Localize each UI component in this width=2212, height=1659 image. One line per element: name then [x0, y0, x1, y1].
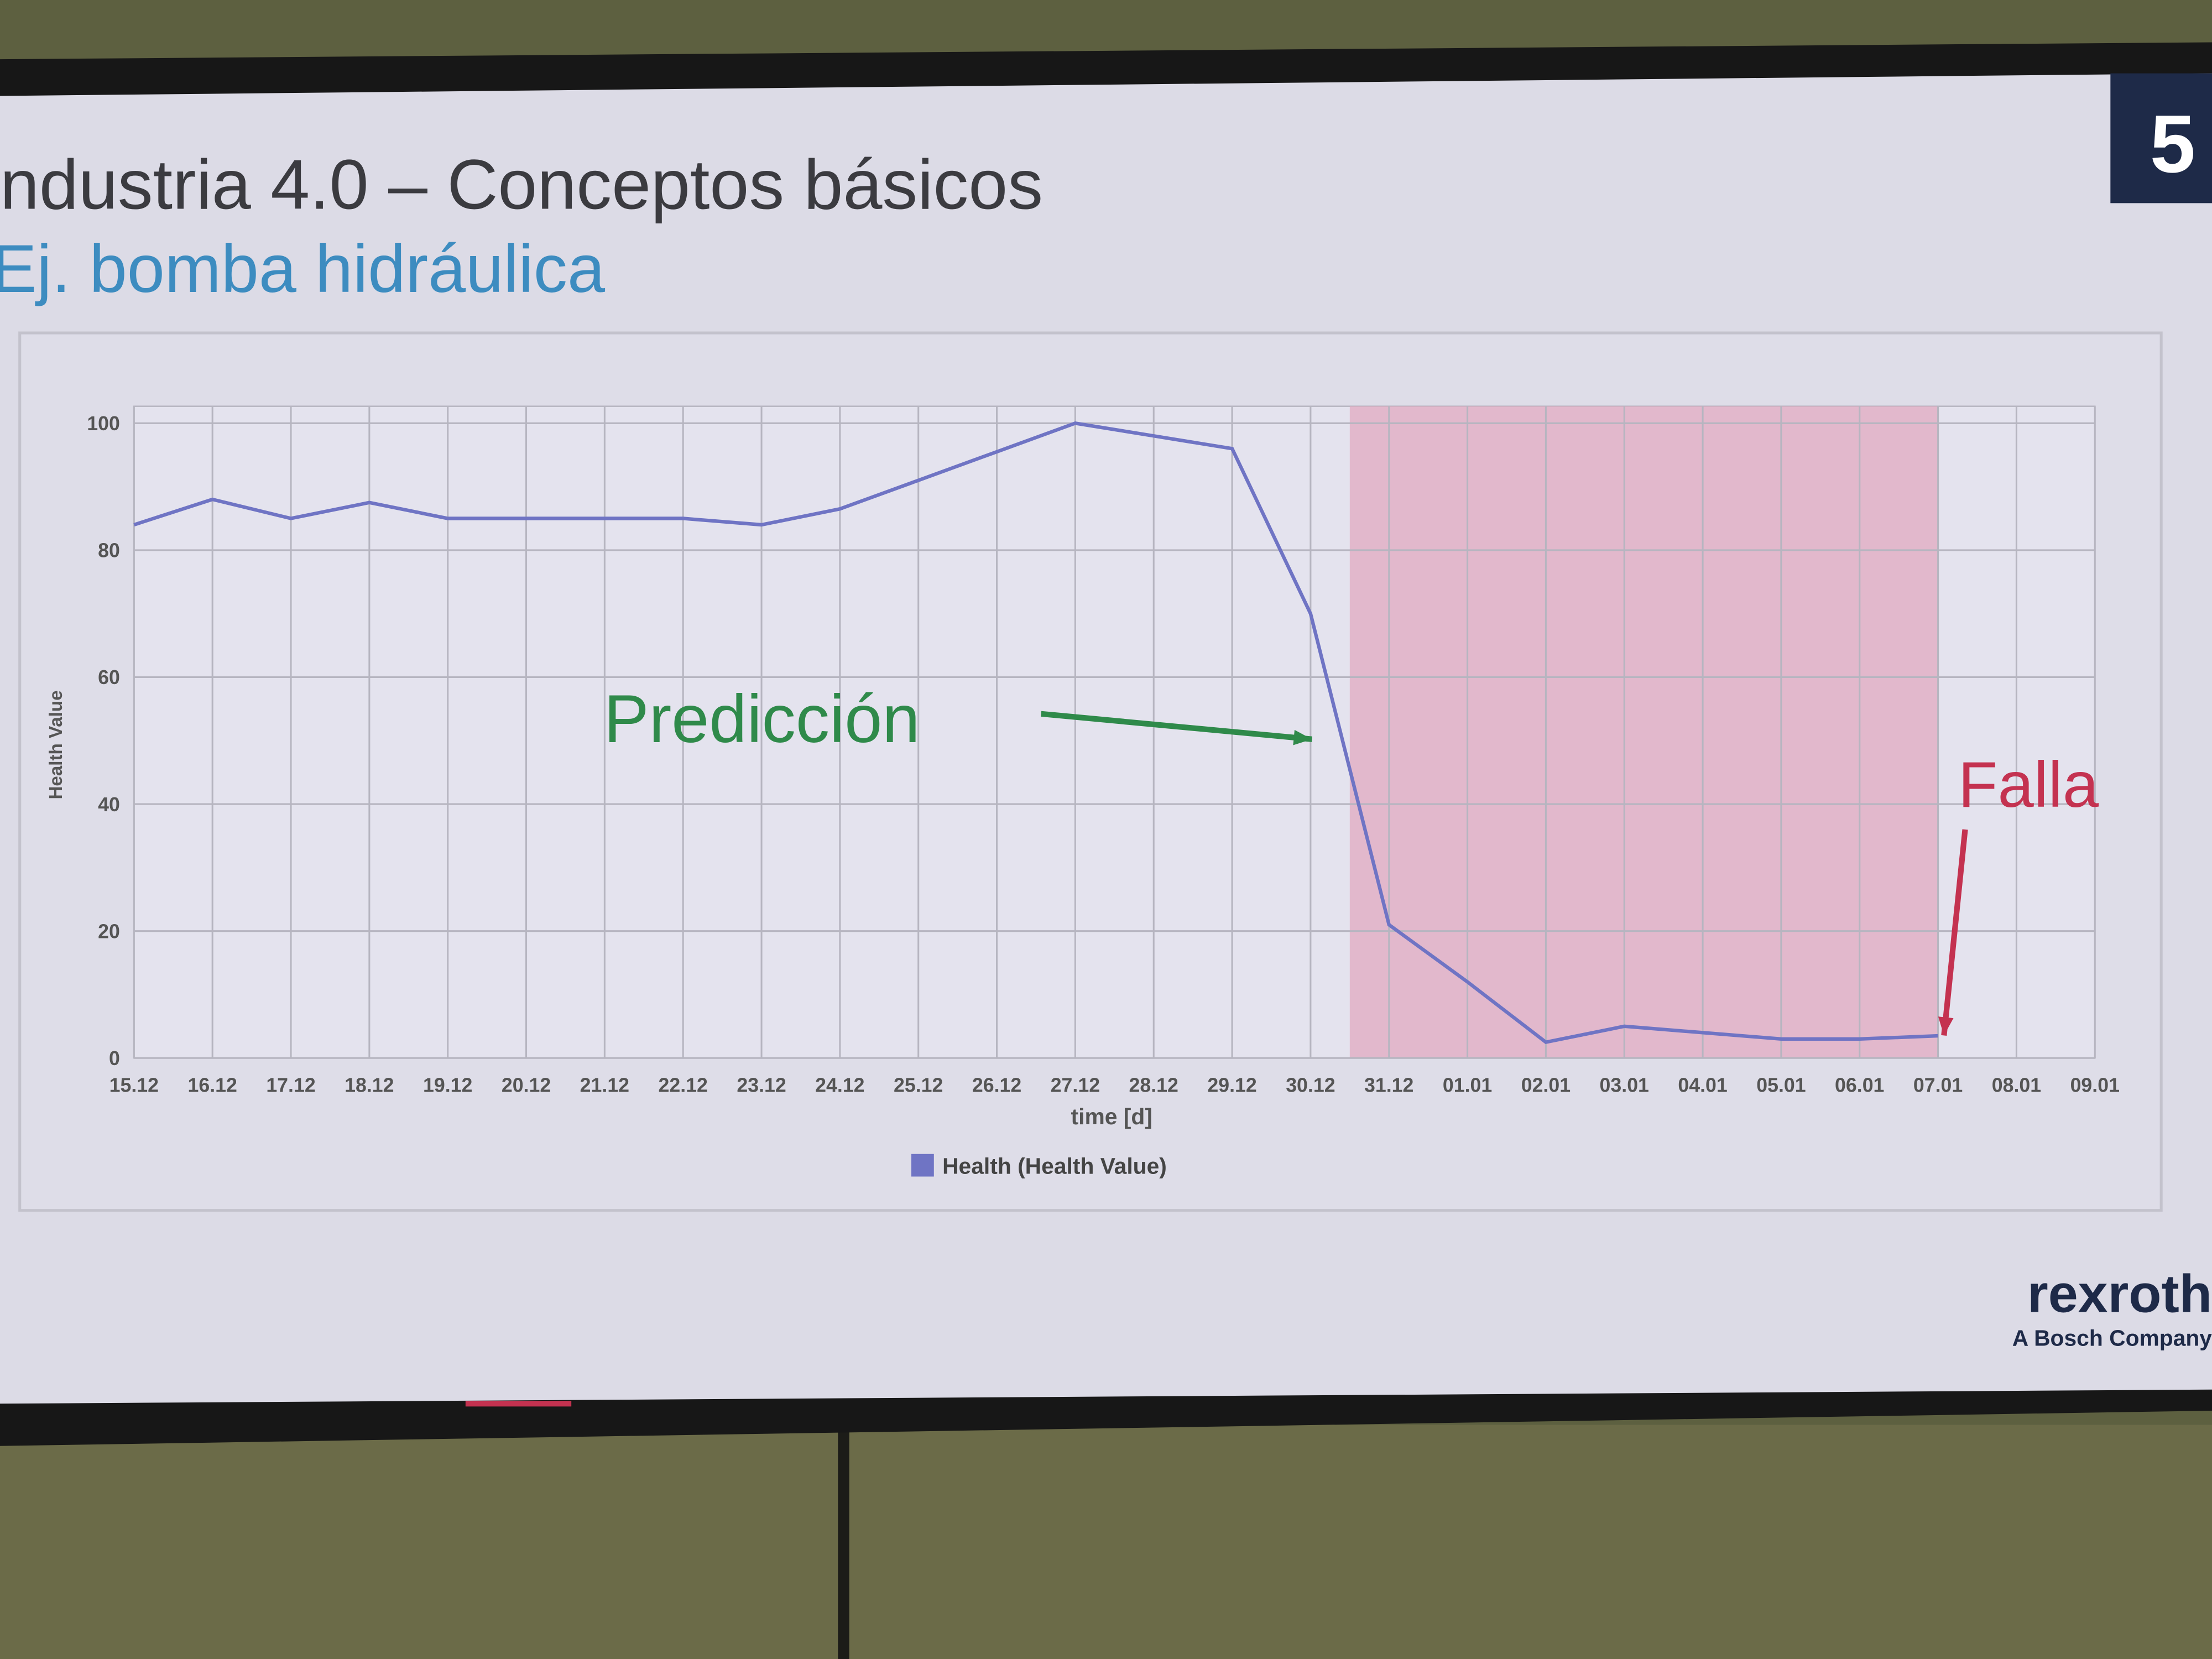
x-tick-label: 03.01 [1600, 1074, 1649, 1096]
y-tick-label: 100 [87, 413, 120, 435]
x-tick-label: 17.12 [266, 1074, 315, 1096]
brand-subtitle: A Bosch Company [2012, 1326, 2212, 1351]
x-axis-label: time [d] [1071, 1104, 1152, 1129]
x-tick-label: 09.01 [2070, 1074, 2120, 1096]
x-tick-label: 16.12 [188, 1074, 237, 1096]
x-tick-label: 05.01 [1756, 1074, 1806, 1096]
legend-label: Health (Health Value) [942, 1153, 1167, 1178]
y-tick-label: 80 [98, 540, 120, 562]
x-tick-label: 07.01 [1913, 1074, 1963, 1096]
x-tick-label: 28.12 [1129, 1074, 1178, 1096]
brand: rexroth [2027, 1263, 2212, 1323]
x-tick-label: 29.12 [1207, 1074, 1256, 1096]
annotation-arrowhead [1938, 1016, 1954, 1036]
x-tick-label: 19.12 [423, 1074, 472, 1096]
x-tick-label: 06.01 [1835, 1074, 1884, 1096]
x-tick-label: 02.01 [1521, 1074, 1571, 1096]
x-tick-label: 23.12 [737, 1074, 786, 1096]
slide-subtitle: Ej. bomba hidráulica [0, 231, 606, 306]
progress-bar [465, 1401, 572, 1407]
page-number-box [2110, 73, 2212, 204]
annotation-arrow [1041, 711, 1312, 742]
x-tick-label: 25.12 [894, 1074, 943, 1096]
shaded-region [1349, 406, 1938, 1058]
x-tick-label: 24.12 [815, 1074, 864, 1096]
y-tick-label: 60 [98, 666, 120, 688]
x-tick-label: 08.01 [1992, 1074, 2041, 1096]
y-tick-label: 20 [98, 920, 120, 942]
x-tick-label: 31.12 [1364, 1074, 1413, 1096]
stand [838, 1425, 849, 1659]
annotation: Falla [1958, 748, 2099, 821]
x-tick-label: 26.12 [972, 1074, 1021, 1096]
line-series [133, 421, 1938, 1044]
y-tick-label: 40 [98, 794, 120, 816]
annotation-arrowhead [1293, 729, 1312, 745]
wall-lower [0, 1425, 2212, 1659]
x-tick-label: 04.01 [1678, 1074, 1727, 1096]
annotation-arrow [1941, 829, 1968, 1036]
legend-swatch [911, 1154, 934, 1177]
plot: 15.12 16.12 17.12 18.12 19.12 20.12 21.12 22.12… [87, 405, 2120, 1178]
x-tick-label: 22.12 [659, 1074, 708, 1096]
y-axis-label: Health Value [46, 690, 66, 799]
x-tick-label: 30.12 [1286, 1074, 1335, 1096]
x-tick-label: 15.12 [109, 1074, 159, 1096]
slide-title: ndustria 4.0 – Conceptos básicos [0, 146, 1043, 225]
x-tick-label: 01.01 [1443, 1074, 1492, 1096]
y-tick-label: 0 [109, 1047, 120, 1070]
annotation: Predicción [604, 681, 920, 757]
x-tick-label: 20.12 [502, 1074, 551, 1096]
x-tick-label: 21.12 [580, 1074, 629, 1096]
page-number: 5 [2150, 98, 2195, 190]
x-tick-label: 18.12 [345, 1074, 394, 1096]
x-tick-label: 27.12 [1051, 1074, 1100, 1096]
